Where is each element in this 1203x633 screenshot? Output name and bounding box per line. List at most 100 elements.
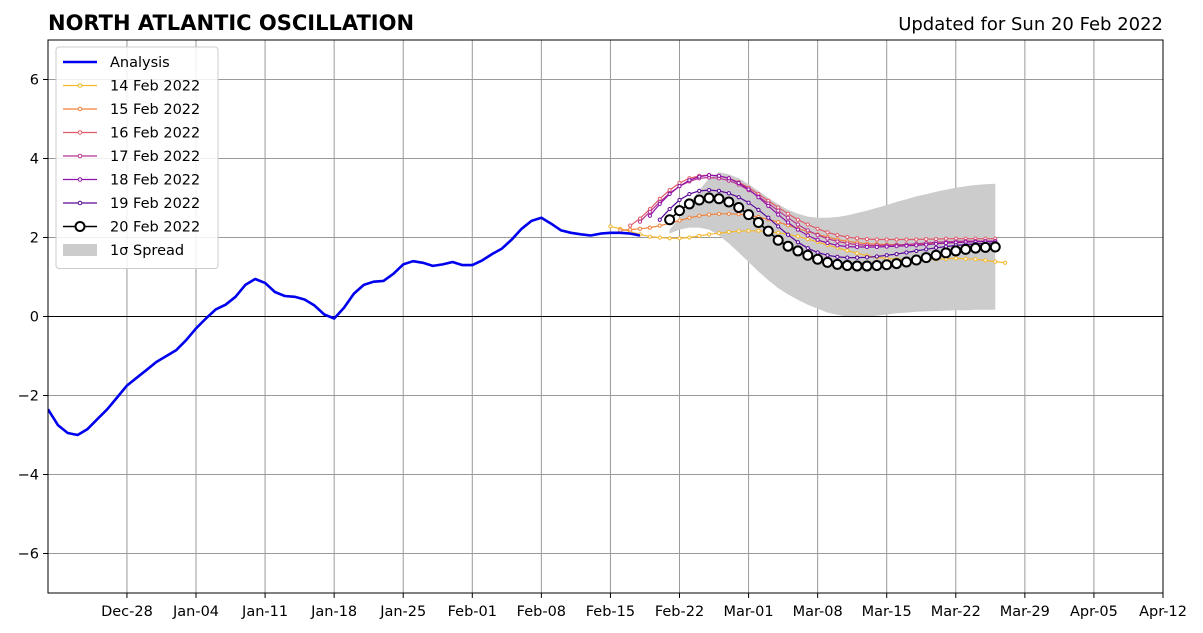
- forecast-point: [884, 237, 889, 242]
- forecast-point: [953, 256, 958, 261]
- forecast-point: [884, 253, 889, 258]
- forecast-point: [874, 254, 879, 259]
- forecast-point: [772, 234, 784, 246]
- forecast-point: [657, 235, 662, 240]
- forecast-point: [894, 251, 899, 257]
- forecast-point: [746, 228, 751, 233]
- forecast-point: [805, 222, 810, 227]
- legend-label: 16 Feb 2022: [110, 126, 200, 142]
- forecast-point: [647, 213, 653, 218]
- forecast-point: [825, 240, 830, 246]
- forecast-point: [822, 256, 834, 268]
- forecast-point: [861, 260, 873, 272]
- forecast-point: [855, 251, 860, 256]
- forecast-point: [871, 260, 883, 272]
- x-tick-label: Feb-01: [448, 604, 497, 620]
- forecast-point: [989, 241, 1001, 253]
- forecast-point: [707, 212, 712, 217]
- chart-title: NORTH ATLANTIC OSCILLATION: [48, 11, 414, 35]
- forecast-point: [904, 250, 909, 255]
- forecast-point: [766, 215, 771, 220]
- forecast-point: [743, 209, 755, 221]
- x-tick-label: Jan-04: [172, 604, 219, 620]
- legend-swatch-marker: [77, 153, 83, 159]
- forecast-point: [1003, 260, 1008, 265]
- forecast-point: [683, 198, 695, 210]
- forecast-point: [785, 232, 791, 237]
- legend-label: 19 Feb 2022: [110, 196, 200, 212]
- forecast-point: [723, 196, 735, 208]
- x-tick-label: Jan-18: [310, 604, 357, 620]
- forecast-point: [815, 250, 820, 255]
- forecast-point: [776, 208, 781, 213]
- forecast-point: [805, 228, 810, 233]
- forecast-point: [940, 247, 952, 259]
- forecast-point: [825, 236, 830, 241]
- legend-swatch-marker: [77, 106, 83, 112]
- forecast-point: [647, 234, 653, 239]
- forecast-point: [924, 242, 929, 247]
- forecast-point: [726, 176, 731, 181]
- forecast-point: [904, 237, 909, 242]
- forecast-point: [835, 233, 840, 238]
- forecast-point: [950, 245, 962, 257]
- forecast-point: [785, 220, 791, 225]
- x-tick-label: Feb-22: [655, 604, 704, 620]
- forecast-point: [766, 203, 771, 208]
- forecast-point: [657, 217, 662, 222]
- forecast-point: [674, 205, 686, 217]
- forecast-point: [687, 178, 692, 183]
- x-tick-label: Jan-11: [241, 604, 288, 620]
- forecast-point: [795, 227, 801, 232]
- legend-swatch-marker: [74, 221, 86, 232]
- forecast-point: [667, 236, 672, 241]
- forecast-point: [845, 235, 850, 240]
- forecast-point: [716, 211, 722, 216]
- x-tick-label: Mar-08: [793, 604, 843, 620]
- legend-label: Analysis: [110, 55, 170, 71]
- y-tick-label: 2: [30, 231, 39, 247]
- forecast-point: [647, 225, 653, 230]
- forecast-point: [677, 184, 682, 189]
- forecast-point: [746, 187, 751, 192]
- forecast-point: [693, 194, 705, 206]
- forecast-point: [805, 236, 810, 242]
- forecast-point: [697, 188, 702, 193]
- forecast-point: [785, 215, 791, 220]
- forecast-point: [825, 230, 830, 235]
- forecast-point: [707, 188, 712, 193]
- forecast-point: [864, 255, 870, 260]
- forecast-point: [845, 244, 850, 249]
- forecast-point: [687, 191, 692, 197]
- x-tick-label: Mar-15: [862, 604, 912, 620]
- forecast-point: [707, 232, 712, 237]
- forecast-point: [904, 243, 909, 248]
- forecast-point: [881, 259, 893, 271]
- forecast-point: [795, 222, 801, 227]
- legend-label: 18 Feb 2022: [110, 173, 200, 189]
- forecast-point: [677, 236, 682, 241]
- y-tick-label: −4: [18, 468, 39, 484]
- legend-label: 14 Feb 2022: [110, 79, 200, 95]
- legend-label: 15 Feb 2022: [110, 102, 200, 118]
- forecast-point: [795, 234, 801, 239]
- forecast-point: [983, 258, 988, 263]
- forecast-point: [716, 231, 722, 236]
- forecast-point: [943, 240, 949, 246]
- forecast-point: [825, 253, 830, 258]
- forecast-point: [756, 228, 761, 233]
- forecast-point: [746, 200, 751, 205]
- forecast-point: [851, 260, 863, 272]
- forecast-point: [628, 227, 633, 232]
- forecast-point: [933, 245, 939, 250]
- chart-updated-date: Updated for Sun 20 Feb 2022: [898, 14, 1163, 35]
- forecast-point: [736, 212, 741, 217]
- forecast-point: [697, 213, 702, 218]
- legend-swatch-marker: [77, 83, 83, 88]
- forecast-point: [657, 201, 662, 207]
- forecast-point: [812, 253, 824, 265]
- x-tick-label: Feb-15: [586, 604, 635, 620]
- y-tick-label: 6: [30, 73, 39, 89]
- forecast-point: [933, 241, 939, 246]
